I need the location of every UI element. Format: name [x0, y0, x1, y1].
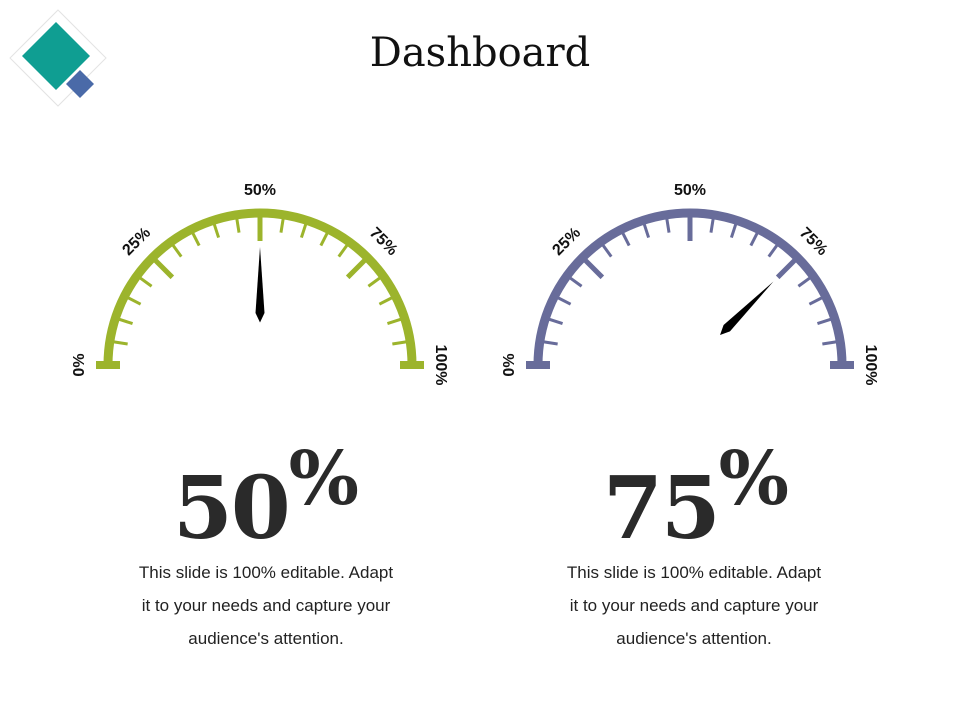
gauge-left: 0% 25% 50% 75% 100% — [71, 182, 449, 386]
gauge-minor-tick — [189, 228, 201, 247]
logo-blue-diamond — [66, 70, 94, 98]
tick-label-25: 25% — [119, 224, 154, 259]
tick-label-100: 100% — [432, 345, 449, 386]
gauge-minor-tick — [729, 219, 739, 239]
tick-label-25: 25% — [549, 224, 584, 259]
big-value-number: 75 — [602, 458, 721, 559]
big-value-left: 50% — [55, 440, 475, 552]
gauge-minor-tick — [709, 214, 716, 233]
gauge-minor-tick — [619, 228, 631, 247]
gauge-minor-tick — [816, 316, 836, 326]
tick-label-75: 75% — [796, 224, 831, 259]
gauge-major-tick — [580, 255, 605, 280]
gauge-minor-tick — [211, 219, 221, 239]
gauge-minor-tick — [169, 241, 183, 258]
gauge-minor-tick — [299, 219, 309, 239]
gauge-major-tick — [775, 255, 800, 280]
gauge-minor-tick — [553, 294, 572, 306]
gauge-major-tick — [345, 255, 370, 280]
gauge-minor-tick — [599, 241, 613, 258]
gauge-minor-tick — [378, 294, 397, 306]
gauge-minor-tick — [808, 294, 827, 306]
tick-label-0: 0% — [501, 353, 518, 376]
gauge-needle — [720, 281, 774, 335]
gauge-minor-tick — [386, 316, 406, 326]
tick-label-75: 75% — [366, 224, 401, 259]
gauge-minor-tick — [767, 241, 781, 258]
gauge-minor-tick — [234, 214, 241, 233]
big-value-unit: % — [288, 436, 359, 522]
caption-line: This slide is 100% editable. Adapt — [566, 563, 822, 582]
gauge-minor-tick — [114, 316, 134, 326]
gauge-minor-tick — [544, 316, 564, 326]
gauge-minor-tick — [319, 228, 331, 247]
gauge-minor-tick — [279, 214, 286, 233]
logo-diamond-icon — [9, 9, 107, 107]
caption-line: it to your needs and capture your — [569, 596, 819, 615]
caption-line: audience's attention. — [188, 629, 344, 648]
gauge-minor-tick — [539, 339, 558, 346]
gauge-right: 0% 25% 50% 75% 100% — [501, 182, 879, 386]
tick-label-100: 100% — [862, 345, 879, 386]
gauge-ticks — [539, 213, 841, 346]
caption-line: audience's attention. — [616, 629, 772, 648]
gauge-major-tick — [150, 255, 175, 280]
tick-label-50: 50% — [674, 182, 706, 199]
logo-teal-diamond — [22, 22, 90, 90]
big-value-unit: % — [718, 436, 789, 522]
big-value-right: 75% — [485, 440, 905, 552]
caption-line: it to your needs and capture your — [141, 596, 391, 615]
gauge-minor-tick — [337, 241, 351, 258]
gauge-minor-tick — [641, 219, 651, 239]
gauge-minor-tick — [109, 339, 128, 346]
caption-right: This slide is 100% editable. Adapt it to… — [524, 556, 864, 655]
gauge-minor-tick — [566, 274, 583, 288]
gauge-minor-tick — [797, 274, 814, 288]
tick-label-50: 50% — [244, 182, 276, 199]
gauge-ticks — [109, 213, 411, 346]
caption-left: This slide is 100% editable. Adapt it to… — [96, 556, 436, 655]
gauge-minor-tick — [392, 339, 411, 346]
tick-label-0: 0% — [71, 353, 88, 376]
page-title: Dashboard — [369, 30, 591, 76]
gauge-minor-tick — [367, 274, 384, 288]
big-value-number: 50 — [172, 458, 291, 559]
gauge-minor-tick — [664, 214, 671, 233]
caption-line: This slide is 100% editable. Adapt — [138, 563, 394, 582]
gauge-minor-tick — [136, 274, 153, 288]
gauge-minor-tick — [749, 228, 761, 247]
gauge-minor-tick — [123, 294, 142, 306]
gauge-needle — [255, 247, 265, 323]
gauge-minor-tick — [822, 339, 841, 346]
